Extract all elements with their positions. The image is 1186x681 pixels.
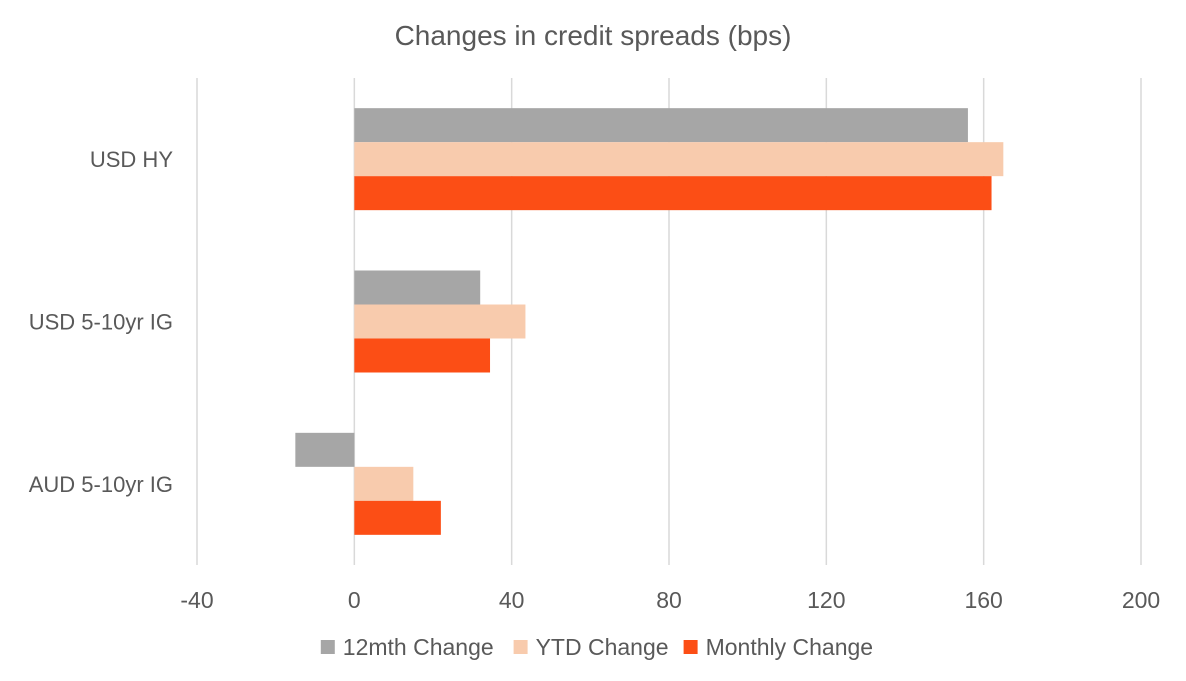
chart-title: Changes in credit spreads (bps) xyxy=(395,20,792,51)
bars xyxy=(295,108,1004,535)
legend-label: Monthly Change xyxy=(706,634,874,660)
category-label: USD 5-10yr IG xyxy=(29,310,173,335)
bar-ytd-change-0 xyxy=(354,142,1004,177)
legend-swatch xyxy=(513,640,528,654)
legend: 12mth Change YTD Change Monthly Change xyxy=(320,634,874,660)
legend-label: 12mth Change xyxy=(343,634,494,660)
bar-12mth-change-0 xyxy=(354,108,968,143)
x-tick-label: 120 xyxy=(807,587,845,613)
bar-monthly-change-2 xyxy=(354,500,441,535)
category-labels: USD HY USD 5-10yr IG AUD 5-10yr IG xyxy=(29,147,174,497)
bar-ytd-change-2 xyxy=(354,466,414,501)
bar-12mth-change-1 xyxy=(354,270,481,305)
bar-ytd-change-1 xyxy=(354,304,526,339)
x-tick-label: 80 xyxy=(656,587,682,613)
x-tick-label: 200 xyxy=(1122,587,1160,613)
category-label: AUD 5-10yr IG xyxy=(29,472,173,497)
legend-swatch xyxy=(320,640,335,654)
x-axis-ticks: -40 0 40 80 120 160 200 xyxy=(180,587,1160,613)
bar-12mth-change-2 xyxy=(295,432,355,467)
category-label: USD HY xyxy=(90,147,173,172)
bar-monthly-change-0 xyxy=(354,176,992,211)
x-tick-label: 0 xyxy=(348,587,361,613)
legend-label: YTD Change xyxy=(536,634,669,660)
x-tick-label: -40 xyxy=(180,587,213,613)
x-tick-label: 160 xyxy=(964,587,1002,613)
x-tick-label: 40 xyxy=(499,587,525,613)
bar-monthly-change-1 xyxy=(354,338,491,373)
legend-swatch xyxy=(683,640,698,654)
